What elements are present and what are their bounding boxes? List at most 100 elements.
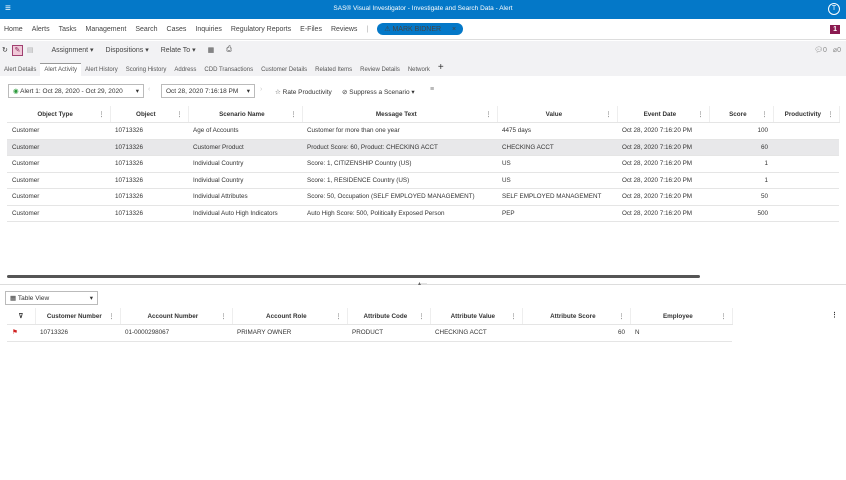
- tab[interactable]: Address: [174, 67, 197, 73]
- print-icon[interactable]: ⎙: [226, 46, 232, 53]
- horizontal-scrollbar[interactable]: [7, 275, 700, 278]
- column-label: Employee: [662, 312, 693, 320]
- column-menu-icon[interactable]: ⋮: [510, 312, 517, 320]
- flag-cell[interactable]: ⚑: [7, 324, 35, 342]
- column-menu-icon[interactable]: ⋮: [98, 110, 105, 118]
- date-select[interactable]: Oct 28, 2020 7:16:18 PM ▾: [161, 84, 255, 98]
- alert-select[interactable]: ◉ Alert 1: Oct 28, 2020 - Oct 29, 2020 ▾: [8, 84, 144, 98]
- document-icon[interactable]: ▤: [26, 47, 34, 54]
- tab[interactable]: Alert History: [85, 67, 118, 73]
- column-header[interactable]: Account Role ⋮: [232, 308, 348, 325]
- nav-item[interactable]: Cases: [166, 25, 187, 33]
- column-header[interactable]: Productivity ⋮: [773, 106, 840, 123]
- tab[interactable]: Network: [407, 67, 430, 73]
- title-bar: ≡ SAS® Visual Investigator - Investigate…: [0, 0, 846, 19]
- column-header[interactable]: Customer Number ⋮: [35, 308, 121, 325]
- comments-icon[interactable]: 💬︎0: [814, 47, 827, 54]
- view-select[interactable]: ▦ Table View ▾: [5, 291, 98, 305]
- column-header[interactable]: Scenario Name ⋮: [188, 106, 303, 123]
- column-menu-icon[interactable]: ⋮: [761, 110, 768, 118]
- nav-item[interactable]: Management: [85, 25, 127, 33]
- report-icon[interactable]: ▦: [207, 47, 215, 54]
- nav-item[interactable]: Home: [4, 25, 23, 33]
- add-tab-icon[interactable]: +: [437, 62, 444, 73]
- column-menu-icon[interactable]: ⋮: [290, 110, 297, 118]
- main-nav: Home Alerts Tasks Management Search Cases Inqu…: [0, 19, 846, 40]
- column-header[interactable]: Attribute Value ⋮: [430, 308, 523, 325]
- dispositions-button[interactable]: Dispositions ▾: [105, 47, 149, 54]
- rate-productivity-button[interactable]: ☆ Rate Productivity: [275, 89, 332, 96]
- nav-item[interactable]: Reviews: [330, 25, 358, 33]
- prev-button[interactable]: ‹: [148, 86, 151, 93]
- column-header[interactable]: Account Number ⋮: [120, 308, 233, 325]
- column-header[interactable]: Object Type ⋮: [7, 106, 111, 123]
- column-menu-icon[interactable]: ⋮: [485, 110, 492, 118]
- table-cell: Score: 50, Occupation (SELF EMPLOYED MAN…: [302, 188, 497, 206]
- rate-label: Rate Productivity: [282, 89, 332, 96]
- column-menu-icon[interactable]: ⋮: [176, 110, 183, 118]
- tab[interactable]: CDD Transactions: [204, 67, 254, 73]
- refresh-icon[interactable]: ↻: [2, 47, 8, 54]
- column-header[interactable]: Employee ⋮: [630, 308, 733, 325]
- user-icon[interactable]: T: [828, 3, 840, 15]
- column-menu-icon[interactable]: ⋮: [418, 312, 425, 320]
- nav-item[interactable]: Regulatory Reports: [230, 25, 292, 33]
- column-menu-icon[interactable]: ⋮: [827, 110, 834, 118]
- table-cell: 10713326: [110, 139, 188, 156]
- nav-item[interactable]: Inquiries: [195, 25, 222, 33]
- tab[interactable]: Alert Activity: [40, 63, 82, 76]
- assignment-button[interactable]: Assignment ▾: [51, 47, 94, 54]
- tab[interactable]: Scoring History: [125, 67, 167, 73]
- column-menu-icon[interactable]: ⋮: [697, 110, 704, 118]
- column-menu-icon[interactable]: ⋮: [605, 110, 612, 118]
- column-header[interactable]: Value ⋮: [497, 106, 618, 123]
- toolbar: ↻ ✎ ▤ Assignment ▾ Dispositions ▾ Relate…: [0, 41, 846, 59]
- suppress-scenario-button[interactable]: ⊘ Suppress a Scenario ▾: [342, 89, 415, 96]
- table-row[interactable]: ⚑ 10713326 01-0000298067 PRIMARY OWNER PRODU…: [7, 324, 732, 342]
- table-cell: Auto High Score: 500, Politically Expose…: [302, 205, 497, 222]
- nav-item[interactable]: Tasks: [58, 25, 77, 33]
- tab[interactable]: Alert Details: [4, 67, 37, 73]
- relate-to-button[interactable]: Relate To ▾: [160, 47, 196, 54]
- nav-item[interactable]: Search: [135, 25, 158, 33]
- table-row[interactable]: Customer 10713326 Individual Country Score:…: [7, 172, 839, 189]
- nav-item[interactable]: Alerts: [31, 25, 50, 33]
- splitter[interactable]: [0, 284, 846, 285]
- user-chip[interactable]: ⚠ MARK BIDNER ×: [377, 23, 464, 35]
- column-label: Account Number: [147, 312, 199, 320]
- column-menu-icon[interactable]: ⋮: [720, 312, 727, 320]
- column-header[interactable]: Score ⋮: [709, 106, 774, 123]
- splitter-handle-icon[interactable]: ▴···: [418, 281, 428, 287]
- table-row[interactable]: Customer 10713326 Individual Auto High Ind…: [7, 205, 839, 222]
- table-row[interactable]: Customer 10713326 Customer Product Product …: [7, 139, 839, 156]
- table-row[interactable]: Customer 10713326 Age of Accounts Customer …: [7, 122, 839, 140]
- column-label: Object: [136, 110, 156, 118]
- column-header[interactable]: Attribute Score ⋮: [522, 308, 631, 325]
- edit-icon[interactable]: ✎: [11, 44, 23, 56]
- filter-column[interactable]: ⊽: [7, 308, 36, 325]
- hamburger-icon[interactable]: ≡: [5, 3, 11, 14]
- column-menu-icon[interactable]: ⋮: [335, 312, 342, 320]
- column-header[interactable]: Message Text ⋮: [302, 106, 498, 123]
- tab[interactable]: Review Details: [360, 67, 400, 73]
- table-row[interactable]: Customer 10713326 Individual Attributes Sco…: [7, 188, 839, 206]
- table-row[interactable]: Customer 10713326 Individual Country Score:…: [7, 155, 839, 173]
- column-menu-icon[interactable]: ⋮: [618, 312, 625, 320]
- column-label: Account Role: [266, 312, 307, 320]
- list-icon[interactable]: ≡: [430, 86, 435, 93]
- column-header[interactable]: Event Date ⋮: [617, 106, 710, 123]
- table-cell: Customer: [7, 122, 110, 140]
- nav-item[interactable]: E-Files: [300, 25, 322, 33]
- table-cell: 50: [709, 188, 773, 206]
- notification-badge[interactable]: 1: [830, 24, 840, 34]
- column-header[interactable]: Object ⋮: [110, 106, 189, 123]
- tab[interactable]: Customer Details: [261, 67, 308, 73]
- filter-icon[interactable]: ⊽: [18, 312, 24, 320]
- column-menu-icon[interactable]: ⋮: [108, 312, 115, 320]
- column-menu-icon[interactable]: ⋮: [831, 312, 838, 319]
- next-button[interactable]: ›: [260, 86, 263, 93]
- tab[interactable]: Related Items: [315, 67, 353, 73]
- column-header[interactable]: Attribute Code ⋮: [347, 308, 431, 325]
- column-menu-icon[interactable]: ⋮: [220, 312, 227, 320]
- attachment-icon[interactable]: ⌀0: [832, 47, 841, 54]
